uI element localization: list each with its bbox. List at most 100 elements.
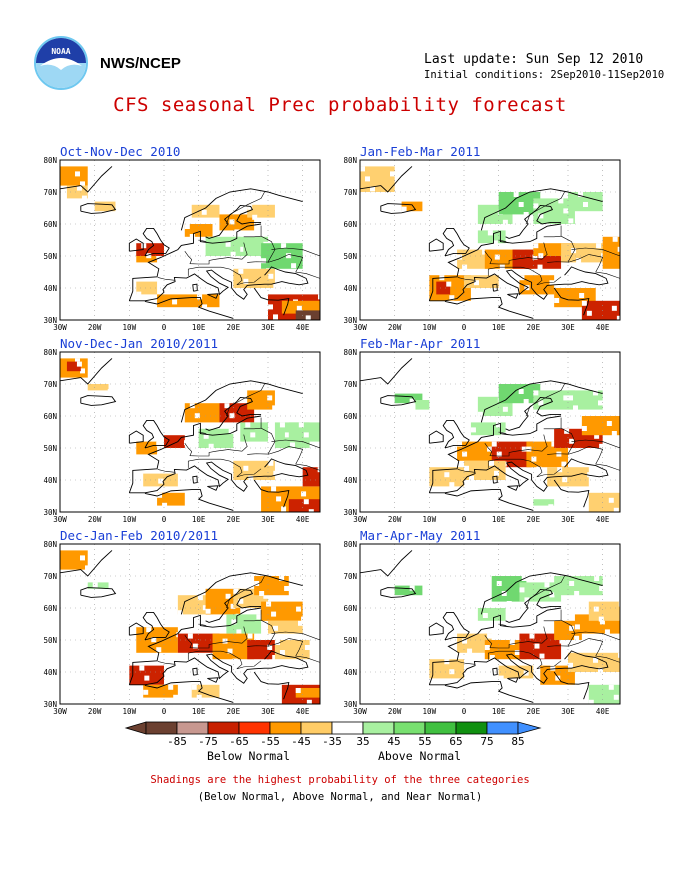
lat-tick-label: 60N [43, 412, 57, 421]
probability-cell-gap [618, 652, 620, 658]
probability-cell-gap [184, 224, 190, 229]
lat-tick-label: 70N [343, 380, 357, 389]
probability-cell [588, 492, 620, 512]
coastline [507, 485, 519, 491]
probability-cell [247, 390, 275, 410]
coastline [60, 358, 113, 385]
probability-cell-gap [360, 166, 365, 172]
probability-cell-gap [81, 195, 87, 201]
probability-cell-gap [250, 432, 256, 438]
probability-cell-gap [245, 422, 251, 428]
probability-cell-gap [581, 426, 587, 431]
probability-cell-gap [254, 581, 260, 586]
legend-tick-label: -35 [322, 735, 342, 748]
probability-cell-gap [238, 268, 244, 274]
legend-tick-label: -55 [260, 735, 280, 748]
map-frame [59, 543, 321, 705]
probability-cell [66, 361, 81, 372]
footnote-categories: (Below Normal, Above Normal, and Near No… [197, 791, 483, 803]
probability-cell-gap [390, 171, 395, 177]
country-border [484, 242, 548, 265]
country-border [567, 254, 620, 279]
coastline [380, 395, 417, 406]
probability-cell-gap [506, 601, 512, 606]
probability-cell-gap [491, 441, 497, 447]
coastline [360, 358, 413, 385]
probability-cell-gap [146, 253, 152, 259]
probability-cell-gap [272, 405, 278, 411]
probability-cell-gap [272, 655, 278, 660]
probability-cell-gap [599, 443, 605, 449]
probability-cell-gap [156, 441, 162, 447]
country-border [247, 225, 276, 263]
probability-cell [295, 310, 320, 320]
probability-cell-gap [197, 294, 203, 300]
country-border [157, 277, 176, 281]
lon-tick-label: 0 [162, 515, 167, 524]
lat-tick-label: 40N [343, 476, 357, 485]
probability-cell-gap [279, 576, 285, 581]
coastline [144, 297, 234, 319]
lon-tick-label: 10W [123, 707, 137, 716]
probability-cell-gap [477, 411, 483, 417]
probability-cell-gap [295, 688, 301, 693]
coastline [360, 550, 413, 577]
probability-cell-gap [273, 314, 278, 320]
probability-cell-gap [568, 218, 574, 224]
lat-tick-label: 50N [343, 636, 357, 645]
probability-cell-gap [75, 358, 80, 364]
coastline [205, 588, 262, 623]
lon-tick-label: 10W [423, 707, 437, 716]
country-border [271, 631, 320, 641]
coastline [142, 612, 170, 641]
lat-tick-label: 40N [43, 476, 57, 485]
country-border [547, 609, 576, 647]
lon-tick-label: 20W [88, 323, 102, 332]
probability-cell-gap [574, 624, 580, 630]
lon-tick-label: 40E [596, 323, 610, 332]
probability-cell-gap [618, 601, 620, 607]
probability-cell-gap [196, 694, 202, 700]
probability-cell-gap [613, 507, 619, 512]
probability-cell-gap [208, 443, 214, 449]
legend-tick-label: 45 [387, 735, 400, 748]
lon-tick-label: 30E [561, 707, 575, 716]
lat-tick-label: 80N [343, 540, 357, 549]
lon-tick-label: 40E [596, 515, 610, 524]
probability-cell-gap [231, 619, 237, 625]
probability-cell-gap [156, 254, 162, 260]
probability-cell-gap [247, 204, 253, 210]
coastline [428, 607, 562, 685]
probability-cell-gap [574, 591, 580, 596]
footnote-shading: Shadings are the highest probability of … [150, 774, 530, 786]
coastline [480, 572, 603, 615]
probability-cell-gap [291, 263, 297, 269]
country-border [571, 631, 620, 641]
lon-tick-label: 40E [596, 707, 610, 716]
probability-cell-gap [168, 684, 174, 690]
panel-title: Feb-Mar-Apr 2011 [360, 336, 481, 351]
coastline [253, 671, 290, 700]
probability-cell-gap [586, 310, 592, 316]
probability-cell-gap [568, 395, 573, 401]
lat-tick-label: 80N [343, 348, 357, 357]
probability-cell-gap [462, 264, 468, 270]
probability-cell-gap [298, 422, 304, 428]
country-border [543, 619, 562, 622]
probability-cell-gap [613, 694, 619, 700]
probability-cell-gap [284, 586, 290, 591]
probability-cell-gap [274, 640, 280, 645]
probability-cell-gap [76, 361, 82, 367]
coastline [442, 612, 470, 641]
country-border [271, 439, 320, 449]
probability-cell-gap [256, 614, 262, 620]
lat-tick-label: 60N [343, 604, 357, 613]
probability-cell-gap [271, 486, 277, 492]
coastline [192, 283, 198, 292]
probability-cell-gap [192, 643, 198, 649]
probability-cell-gap [107, 389, 113, 394]
probability-cell-gap [576, 258, 582, 264]
lat-tick-label: 60N [343, 220, 357, 229]
probability-cell-gap [233, 588, 239, 594]
country-border [243, 235, 262, 238]
